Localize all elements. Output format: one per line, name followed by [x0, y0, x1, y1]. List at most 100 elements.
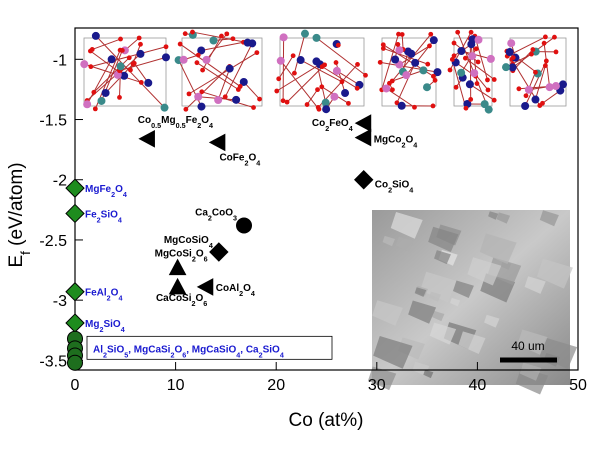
point-label: MgCoSiO4 [164, 235, 213, 250]
structure-atom [160, 103, 169, 112]
structure-atom [292, 70, 297, 76]
structure-atom [230, 36, 236, 42]
structure-bond [461, 50, 491, 60]
micrograph-grain [484, 314, 500, 328]
structure-atom [432, 77, 438, 83]
structure-atom [312, 33, 321, 42]
structure-atom [430, 103, 436, 109]
structure-atom [315, 87, 320, 93]
data-point [354, 128, 372, 147]
point-label: Ca2CoO3 [195, 207, 237, 222]
point-label: CoAl2O4 [216, 283, 255, 298]
structure-bond [280, 60, 320, 110]
point-label: FeAl2O4 [85, 288, 122, 303]
structure-atom [224, 31, 230, 37]
structure-atom [118, 36, 123, 42]
structure-atom [389, 78, 395, 84]
structure-bond [282, 37, 285, 101]
structure-atom [465, 80, 474, 89]
x-tick-label: 40 [469, 377, 487, 394]
data-point [65, 178, 85, 198]
structure-atom [214, 96, 223, 105]
structure-atom [89, 47, 95, 52]
structure-atom [335, 42, 341, 48]
micrograph-grain [524, 276, 546, 294]
micrograph-grain [373, 335, 413, 369]
structure-atom [276, 56, 285, 65]
structure-atom [545, 83, 554, 92]
structure-bond [201, 41, 244, 51]
point-label: MgFe2O4 [85, 184, 127, 199]
structure-atom [397, 101, 406, 110]
structure-atom [219, 33, 224, 39]
micrograph-grain [496, 212, 511, 224]
micrograph-grain [467, 257, 502, 286]
structure-atom [144, 78, 153, 87]
structure-atom [280, 98, 286, 104]
micrograph-grain [488, 211, 499, 220]
structure-atom [484, 105, 493, 114]
micrograph-grain [517, 329, 548, 355]
y-tick-label: -3.5 [39, 353, 67, 370]
structure-atom [474, 35, 483, 44]
data-point [168, 258, 187, 276]
structure-atom [186, 91, 192, 97]
structure-atom [138, 80, 144, 85]
micrograph-grain [452, 280, 474, 298]
structure-atom [101, 88, 110, 97]
structure-atom [197, 46, 206, 55]
plot-frame [74, 27, 579, 371]
micrograph-grain [395, 236, 414, 252]
structure-atom [542, 63, 548, 69]
structure-atom [194, 92, 203, 101]
micrograph-grain [367, 366, 397, 391]
structure-atom [120, 71, 129, 80]
structure-atom [202, 55, 211, 64]
structure-atom [411, 58, 420, 67]
structure-atom [83, 100, 92, 109]
structure-atom [197, 102, 206, 111]
structure-atom [332, 66, 341, 75]
structure-atom [507, 39, 516, 48]
y-tick-label: -2 [53, 173, 67, 190]
structure-atom [330, 92, 339, 101]
structure-atom [251, 105, 256, 110]
data-point [209, 242, 229, 262]
structure-cell [279, 37, 365, 107]
structure-atom [380, 46, 386, 51]
x-tick-label: 50 [569, 377, 587, 394]
structure-atom [412, 104, 417, 110]
point-label: CaCoSi2O6 [156, 293, 207, 308]
structure-bond [86, 59, 113, 105]
structure-atom [551, 82, 560, 91]
structure-atom [232, 95, 241, 104]
structure-atom [510, 55, 516, 60]
structure-bond [306, 89, 318, 105]
structure-atom [209, 36, 218, 45]
structure-atom [474, 81, 480, 86]
structure-bond [451, 59, 467, 109]
y-tick-label: -2.5 [39, 233, 67, 250]
structure-atom [161, 53, 170, 62]
structure-atom [243, 38, 252, 47]
structure-atom [468, 96, 474, 102]
structure-atom [542, 34, 548, 40]
structure-atom [136, 35, 142, 41]
structure-atom [462, 55, 468, 61]
micrograph-grain [450, 297, 461, 307]
structure-atom [508, 63, 517, 72]
data-point [236, 217, 253, 234]
structure-bond [315, 61, 327, 103]
structure-atom [179, 55, 188, 64]
data-point [354, 170, 374, 190]
structure-atom [486, 54, 495, 63]
structure-atom [333, 60, 339, 65]
structure-atom [541, 40, 547, 46]
structure-atom [284, 99, 290, 105]
micrograph-grain [428, 226, 459, 252]
micrograph-grain [434, 250, 451, 265]
structure-bond [133, 63, 149, 84]
structure-atom [163, 44, 169, 50]
structure-bond [293, 33, 306, 74]
